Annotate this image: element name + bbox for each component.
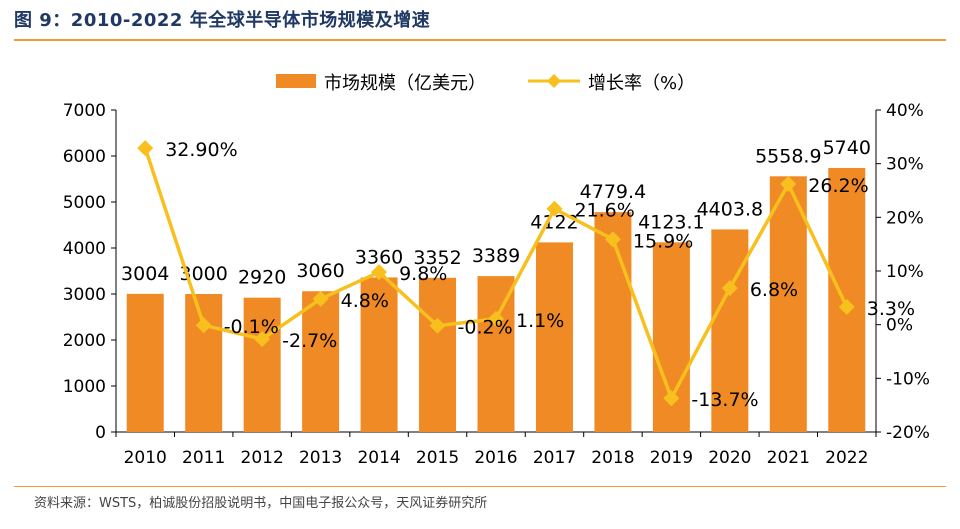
bar-value-label: 2920 bbox=[238, 267, 286, 289]
growth-marker bbox=[838, 298, 855, 315]
x-tick-label: 2015 bbox=[416, 448, 459, 468]
bar bbox=[126, 293, 164, 432]
growth-value-label: 32.90% bbox=[165, 139, 237, 161]
legend-bar-label: 市场规模（亿美元） bbox=[324, 73, 486, 94]
legend-line-marker bbox=[547, 74, 561, 88]
x-tick-label: 2018 bbox=[591, 448, 634, 468]
title-divider bbox=[14, 39, 946, 41]
growth-value-label: -13.7% bbox=[691, 389, 758, 411]
x-tick-label: 2010 bbox=[124, 448, 167, 468]
x-tick-label: 2022 bbox=[825, 448, 868, 468]
axes: 0 1000 2000 3000 4000 5000 6000 7000 -20% -10% 0% 1… bbox=[63, 101, 930, 468]
legend-bar-swatch bbox=[276, 74, 316, 88]
growth-marker bbox=[137, 140, 154, 157]
y-right-tick-label: -10% bbox=[886, 369, 930, 389]
growth-value-label: 15.9% bbox=[633, 230, 693, 252]
semiconductor-market-chart: 0 1000 2000 3000 4000 5000 6000 7000 -20% -10% 0% 1… bbox=[63, 73, 930, 468]
bar-value-label: 3389 bbox=[472, 245, 520, 267]
y-right-tick-label: 20% bbox=[886, 208, 924, 228]
y-left-tick-label: 1000 bbox=[63, 377, 106, 397]
bar bbox=[769, 176, 807, 432]
growth-marker bbox=[312, 290, 329, 307]
bar bbox=[477, 276, 515, 432]
growth-marker bbox=[371, 264, 388, 281]
growth-marker bbox=[663, 390, 680, 407]
growth-marker bbox=[721, 280, 738, 297]
bar-value-label: 3352 bbox=[413, 247, 461, 269]
bar-value-label: 4779.4 bbox=[580, 181, 646, 203]
y-left-tick-label: 5000 bbox=[63, 193, 106, 213]
growth-value-label: 9.8% bbox=[399, 263, 447, 285]
growth-value-label: 21.6% bbox=[574, 200, 634, 222]
bar-value-label: 3004 bbox=[121, 263, 169, 285]
bar-value-label: 4123.1 bbox=[638, 211, 704, 233]
growth-value-label: 26.2% bbox=[808, 175, 868, 197]
y-left-tick-label: 7000 bbox=[63, 101, 106, 121]
y-right-tick-label: 0% bbox=[886, 316, 913, 336]
x-tick-label: 2017 bbox=[533, 448, 576, 468]
bar-value-label: 5558.9 bbox=[755, 145, 821, 167]
y-left-tick-label: 3000 bbox=[63, 285, 106, 305]
x-tick-label: 2021 bbox=[767, 448, 810, 468]
chart-title: 图 9：2010-2022 年全球半导体市场规模及增速 bbox=[14, 10, 431, 31]
legend: 市场规模（亿美元） 增长率（%） bbox=[276, 73, 695, 94]
growth-value-label: 3.3% bbox=[867, 298, 915, 320]
growth-marker bbox=[254, 331, 271, 348]
y-right-tick-label: -20% bbox=[886, 423, 930, 443]
y-right-tick-label: 10% bbox=[886, 262, 924, 282]
growth-value-label: -0.2% bbox=[458, 317, 513, 339]
growth-value-label: 4.8% bbox=[341, 290, 389, 312]
bar bbox=[185, 294, 223, 432]
bar bbox=[535, 242, 573, 432]
growth-marker bbox=[429, 317, 446, 334]
x-tick-label: 2014 bbox=[357, 448, 400, 468]
y-left-tick-label: 6000 bbox=[63, 147, 106, 167]
x-tick-label: 2012 bbox=[241, 448, 284, 468]
bar bbox=[302, 291, 340, 432]
x-tick-label: 2011 bbox=[182, 448, 225, 468]
growth-marker bbox=[780, 176, 797, 193]
growth-value-labels: 32.90% -0.1%-2.7%4.8% 9.8% -0.2% 1.1% 21.6% 15… bbox=[165, 139, 915, 411]
bar-value-label: 3000 bbox=[180, 263, 228, 285]
bar-value-label: 5740 bbox=[823, 137, 871, 159]
growth-marker bbox=[604, 231, 621, 248]
growth-value-label: -2.7% bbox=[282, 330, 337, 352]
y-left-tick-label: 0 bbox=[95, 423, 106, 443]
bar bbox=[419, 277, 457, 432]
growth-marker bbox=[488, 310, 504, 327]
bar-value-label: 4403.8 bbox=[697, 198, 763, 220]
growth-value-label: 1.1% bbox=[516, 310, 564, 332]
source-note: 资料来源：WSTS，柏诚股份招股说明书，中国电子报公众号，天风证券研究所 bbox=[34, 496, 488, 511]
bar-series bbox=[126, 167, 866, 432]
x-tick-label: 2016 bbox=[474, 448, 517, 468]
footer-divider bbox=[14, 486, 946, 487]
bar bbox=[360, 277, 398, 432]
y-left-tick-label: 4000 bbox=[63, 239, 106, 259]
growth-marker bbox=[195, 317, 212, 334]
legend-line-label: 增长率（%） bbox=[588, 73, 695, 94]
bar bbox=[594, 212, 632, 432]
growth-value-label: 6.8% bbox=[750, 279, 798, 301]
y-right-tick-label: 30% bbox=[886, 155, 924, 175]
y-right-tick-label: 40% bbox=[886, 101, 924, 121]
bar-value-label: 3360 bbox=[355, 246, 403, 268]
growth-line-series bbox=[137, 140, 855, 407]
y-left-tick-label: 2000 bbox=[63, 331, 106, 351]
x-tick-label: 2013 bbox=[299, 448, 342, 468]
x-tick-label: 2019 bbox=[650, 448, 693, 468]
growth-value-label: -0.1% bbox=[224, 316, 279, 338]
x-tick-label: 2020 bbox=[708, 448, 751, 468]
bar bbox=[243, 297, 281, 432]
bar-value-label: 3060 bbox=[296, 260, 344, 282]
growth-marker bbox=[546, 200, 563, 217]
